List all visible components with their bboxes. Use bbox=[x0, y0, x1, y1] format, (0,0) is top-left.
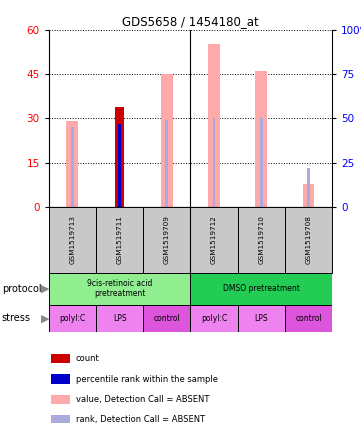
Bar bbox=[303, 184, 314, 207]
Text: stress: stress bbox=[2, 313, 31, 323]
Bar bbox=[165, 120, 168, 207]
Bar bbox=[96, 305, 143, 332]
Bar bbox=[191, 273, 332, 305]
Text: rank, Detection Call = ABSENT: rank, Detection Call = ABSENT bbox=[76, 415, 205, 423]
Text: count: count bbox=[76, 354, 100, 363]
Text: value, Detection Call = ABSENT: value, Detection Call = ABSENT bbox=[76, 395, 209, 404]
Bar bbox=[191, 207, 238, 273]
Bar bbox=[191, 305, 238, 332]
Text: LPS: LPS bbox=[113, 314, 126, 323]
Text: GSM1519710: GSM1519710 bbox=[258, 216, 264, 264]
Bar bbox=[49, 273, 191, 305]
Bar bbox=[66, 121, 78, 207]
Bar bbox=[118, 124, 121, 207]
Bar bbox=[260, 118, 263, 207]
Bar bbox=[49, 207, 96, 273]
Bar bbox=[255, 71, 267, 207]
Text: polyI:C: polyI:C bbox=[59, 314, 86, 323]
Bar bbox=[238, 305, 285, 332]
Bar bbox=[161, 74, 173, 207]
Text: protocol: protocol bbox=[2, 284, 42, 294]
Bar bbox=[143, 207, 191, 273]
Bar bbox=[143, 305, 191, 332]
Text: LPS: LPS bbox=[255, 314, 268, 323]
Text: ▶: ▶ bbox=[41, 313, 49, 323]
Bar bbox=[49, 305, 96, 332]
Bar bbox=[285, 207, 332, 273]
Bar bbox=[71, 127, 74, 207]
Text: DMSO pretreatment: DMSO pretreatment bbox=[223, 284, 300, 293]
Title: GDS5658 / 1454180_at: GDS5658 / 1454180_at bbox=[122, 16, 259, 28]
Text: polyI:C: polyI:C bbox=[201, 314, 227, 323]
Bar bbox=[213, 118, 216, 207]
Text: GSM1519713: GSM1519713 bbox=[69, 216, 75, 264]
Text: control: control bbox=[295, 314, 322, 323]
Text: 9cis-retinoic acid
pretreatment: 9cis-retinoic acid pretreatment bbox=[87, 279, 152, 298]
Text: GSM1519711: GSM1519711 bbox=[117, 216, 123, 264]
Bar bbox=[238, 207, 285, 273]
Text: ▶: ▶ bbox=[41, 284, 49, 294]
Bar bbox=[115, 107, 124, 207]
Text: GSM1519708: GSM1519708 bbox=[305, 216, 312, 264]
Text: GSM1519712: GSM1519712 bbox=[211, 216, 217, 264]
Bar bbox=[96, 207, 143, 273]
Text: percentile rank within the sample: percentile rank within the sample bbox=[76, 374, 218, 384]
Bar bbox=[208, 44, 220, 207]
Text: control: control bbox=[153, 314, 180, 323]
Bar bbox=[307, 168, 310, 207]
Text: GSM1519709: GSM1519709 bbox=[164, 216, 170, 264]
Bar bbox=[285, 305, 332, 332]
